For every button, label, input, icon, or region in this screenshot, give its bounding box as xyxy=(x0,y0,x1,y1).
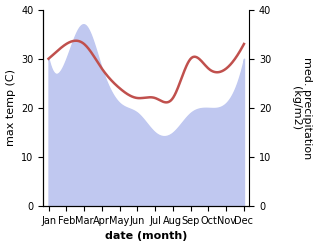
X-axis label: date (month): date (month) xyxy=(105,231,187,242)
Y-axis label: med. precipitation
(kg/m2): med. precipitation (kg/m2) xyxy=(291,57,313,159)
Y-axis label: max temp (C): max temp (C) xyxy=(5,69,16,146)
